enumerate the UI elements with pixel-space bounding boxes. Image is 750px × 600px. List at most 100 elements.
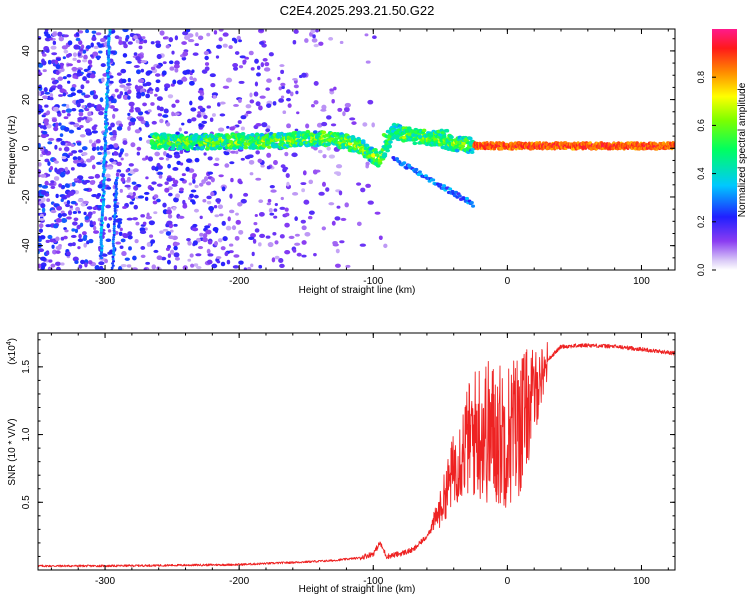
spectrogram-cell [65,203,71,208]
spectrogram-cell [294,242,301,246]
spectrogram-cell [460,144,466,148]
spectrogram-cell [86,102,93,108]
spectrogram-cell [250,67,255,71]
spectrogram-cell [48,137,55,141]
spectrogram-cell [159,230,164,234]
spectrogram-cell [88,139,93,144]
spectrogram-cell [112,233,116,237]
spectrogram-cell [393,130,399,135]
spectrogram-cell [105,173,111,179]
spectrogram-cell [127,231,133,236]
spectrogram-cell [245,104,252,109]
spectrogram-cell [89,74,96,79]
spectrogram-cell [75,206,81,212]
spectrogram-cell [89,90,95,96]
spectrogram-cell [99,235,103,238]
spectrogram-cell [62,34,69,38]
spectrogram-cell [174,60,180,66]
spectrogram-cell [70,143,75,148]
spectrogram-cell [266,145,272,149]
spectrogram-cell [262,57,268,62]
spectrogram-cell [92,221,96,226]
spectrogram-cell [230,177,234,183]
spectrogram-cell [356,182,362,186]
spectrogram-cell [197,111,201,115]
spectrogram-cell [234,235,240,241]
spectrogram-cell [96,55,100,61]
spectrogram-cell [173,64,180,69]
spectrogram-cell [147,109,152,113]
spectrogram-cell [112,246,116,250]
spectrogram-cell [83,211,87,216]
spectrogram-cell [90,103,95,107]
spectrogram-cell [112,235,116,239]
spectrogram-cell [113,143,119,148]
spectrogram-cell [295,90,299,95]
spectrogram-cell [162,228,169,232]
spectrogram-cell [182,51,189,57]
snr-xtick-label: -300 [95,576,115,587]
spectrogram-cell [214,157,220,161]
spectrogram-cell [258,211,265,217]
spectrogram-cell [140,91,146,97]
spectrogram-cell [120,238,126,243]
spectrogram-cell [112,107,119,112]
spectrogram-cell [448,187,453,191]
spectrogram-cell [65,104,70,109]
spectrogram-cell [159,106,164,112]
spectrogram-cell [211,263,218,269]
spectrogram-cell [133,204,138,210]
spectrogram-cell [44,158,50,163]
spectrogram-cell [81,92,86,96]
spectrogram-cell [210,82,216,88]
spectrogram-cell [465,196,470,201]
spectrogram-cell [286,89,291,94]
spectrogram-cell [60,262,65,266]
spectrogram-cell [328,202,335,206]
spectrogram-cell [199,232,204,237]
spectrogram-cell [119,227,123,232]
spectrogram-cell [87,59,93,65]
spectrogram-cell [155,40,161,44]
spectrogram-cell [127,95,131,100]
spectrogram-cell [167,259,171,265]
spectrogram-cell [68,129,75,134]
spectrogram-cell [47,161,51,166]
spectrogram-cell [293,84,299,89]
spectrogram-cell [55,236,60,242]
spectrogram-cell [312,34,316,39]
spectrogram-cell [59,62,65,67]
spectrogram-cell [219,113,226,117]
spectrogram-cell [104,112,108,116]
spectrogram-cell [41,60,47,66]
spectrogram-cell [197,90,204,94]
spectrogram-cell [73,217,79,222]
spectrogram-cell [129,32,135,38]
spectrogram-cell [104,114,108,118]
spectrogram-cell [62,56,66,60]
spectrogram-cell [106,177,112,182]
spectrogram-cell [39,200,44,204]
spectrogram-cell [131,267,138,270]
spectrogram-cell [112,244,116,248]
snr-series-line [38,342,675,568]
spectrogram-cell [129,201,134,205]
spectrogram-cell [333,137,339,142]
spectrogram-cell [38,143,41,148]
spectrogram-cell [372,35,377,40]
spectrogram-cell [206,105,211,109]
spectrogram-cell [179,187,184,192]
spectrogram-cell [79,134,86,138]
spectrogram-cell [158,157,164,161]
spectrogram-cell [229,126,235,131]
spectrogram-cell [97,151,102,156]
spectrogram-cell [303,199,310,205]
spectrogram-cell [55,245,62,250]
spectrogram-cell [334,216,341,221]
spectrogram-cell [112,248,116,252]
spectrogram-cell [332,240,338,245]
spectrogram-cell [66,63,73,67]
spectrogram-cell [255,150,260,155]
spectrogram-cell [46,173,51,177]
spectrogram-cell [261,122,268,128]
